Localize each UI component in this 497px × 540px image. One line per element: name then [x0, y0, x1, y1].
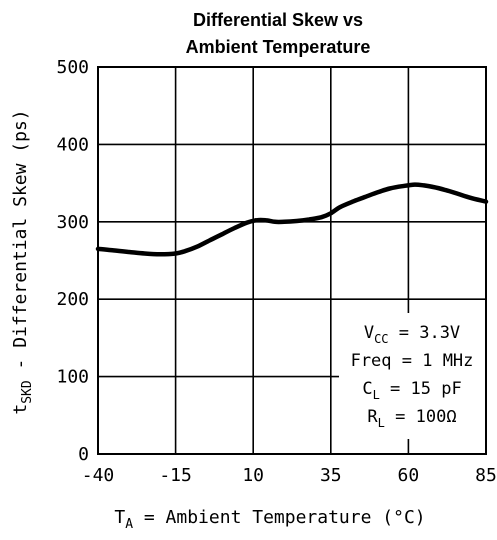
y-tick-labels: 0 100 200 300 400 500: [56, 57, 89, 465]
x-tick-label: 60: [398, 465, 420, 486]
y-tick-label: 500: [56, 57, 89, 78]
x-tick-label: -40: [82, 465, 115, 486]
chart-title: Differential Skew vs Ambient Temperature: [186, 10, 371, 57]
x-axis-label-rest: = Ambient Temperature (°C): [133, 507, 426, 528]
x-tick-label: 85: [475, 465, 497, 486]
y-tick-label: 300: [56, 212, 89, 233]
x-axis-label-main: T: [114, 507, 125, 528]
y-tick-label: 100: [56, 367, 89, 388]
conditions-box: [339, 313, 486, 439]
y-axis-label-main: t: [10, 404, 31, 415]
y-axis-label: tSKD - Differential Skew (ps): [10, 109, 35, 414]
x-tick-label: 10: [242, 465, 264, 486]
y-tick-label: 200: [56, 289, 89, 310]
y-tick-label: 0: [78, 444, 89, 465]
x-axis-label-sub: A: [125, 517, 133, 532]
title-line-1: Differential Skew vs: [193, 10, 363, 30]
y-tick-label: 400: [56, 134, 89, 155]
x-tick-labels: -40 -15 10 35 60 85: [82, 465, 497, 486]
condition-line: RL = 100Ω: [367, 407, 456, 430]
y-axis-label-rest: - Differential Skew (ps): [10, 109, 31, 380]
y-axis-label-sub: SKD: [20, 380, 35, 404]
plot-frame: [97, 66, 487, 455]
x-tick-label: -15: [159, 465, 192, 486]
series-line: [95, 182, 489, 257]
test-conditions: VCC = 3.3V Freq = 1 MHz CL = 15 pF RL = 100…: [351, 323, 474, 430]
x-axis-label: TA = Ambient Temperature (°C): [114, 507, 425, 532]
condition-line: VCC = 3.3V: [364, 323, 460, 346]
x-tick-label: 35: [320, 465, 342, 486]
condition-line: Freq = 1 MHz: [351, 351, 474, 371]
condition-line: CL = 15 pF: [362, 379, 461, 402]
title-line-2: Ambient Temperature: [186, 37, 371, 57]
